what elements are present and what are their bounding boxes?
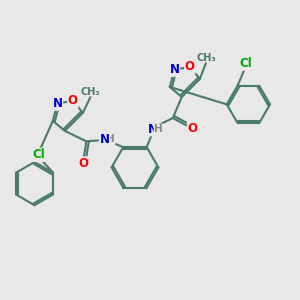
Text: O: O [188,122,198,135]
Text: N: N [52,97,62,110]
Text: H: H [154,124,163,134]
Text: Cl: Cl [239,57,252,70]
Text: O: O [185,60,195,74]
Text: N: N [169,63,179,76]
Text: H: H [106,134,115,144]
Text: N: N [99,133,110,146]
Text: CH₃: CH₃ [196,53,216,63]
Text: CH₃: CH₃ [81,87,100,97]
Text: N: N [148,123,158,136]
Text: Cl: Cl [33,148,46,161]
Text: O: O [68,94,78,107]
Text: O: O [78,157,88,170]
